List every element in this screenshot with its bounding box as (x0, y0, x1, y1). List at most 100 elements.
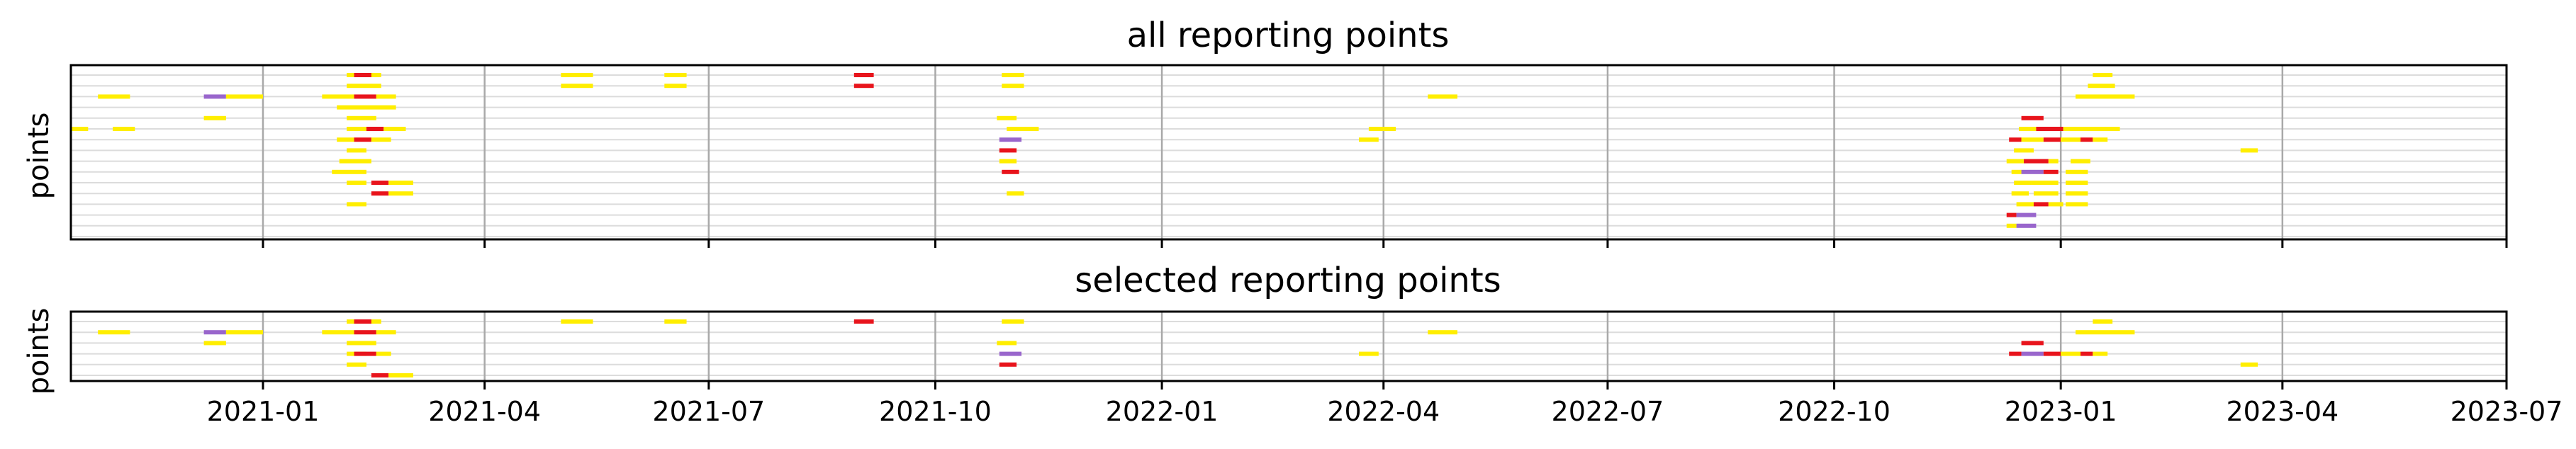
segment-bar (98, 94, 130, 99)
chart-title-all: all reporting points (1127, 16, 1450, 55)
segment-bar (1428, 330, 1457, 335)
segment-bar (2093, 73, 2113, 77)
segment-bar (337, 137, 354, 142)
segment-bar (347, 202, 366, 207)
segment-bar (322, 330, 354, 335)
segment-bar (2021, 351, 2044, 356)
segment-bar (2021, 169, 2044, 174)
segment-bar (2066, 202, 2088, 207)
segment-bar (2006, 212, 2017, 217)
segment-bar (203, 94, 226, 99)
segment-bar (2240, 362, 2258, 367)
segment-bar (1359, 137, 1379, 142)
segment-bar (2011, 169, 2022, 174)
segment-bar (2016, 202, 2034, 207)
grid-selected (71, 312, 2507, 381)
x-tick-label: 2021-04 (428, 396, 541, 427)
x-tick-label: 2023-07 (2451, 396, 2563, 427)
segment-bar (225, 94, 263, 99)
x-tick-label: 2022-01 (1106, 396, 1219, 427)
plot-frame-selected (69, 310, 2508, 382)
segment-bar (371, 181, 389, 185)
segment-bar (371, 373, 389, 377)
y-axis-label-all: points (23, 113, 55, 200)
grid-all (71, 65, 2507, 239)
segment-bar (2093, 351, 2108, 356)
segment-bar (2063, 127, 2120, 131)
x-tick-label: 2023-04 (2226, 396, 2339, 427)
panel-selected-reporting-points: selected reporting points points 2021-01… (23, 261, 2563, 427)
segment-bar (997, 115, 1017, 120)
segment-bar (2033, 202, 2049, 207)
segment-bar (347, 127, 366, 131)
plot-frame-all (69, 64, 2508, 241)
segment-bar (347, 148, 366, 153)
x-ticks-selected (262, 381, 2508, 390)
segment-bar (2093, 319, 2113, 324)
segment-bar (997, 341, 1017, 346)
segment-bar (332, 169, 366, 174)
segment-bar (366, 127, 384, 131)
segment-bar (2088, 84, 2115, 89)
chart-title-selected: selected reporting points (1075, 261, 1501, 300)
segment-bar (1359, 351, 1379, 356)
segment-bar (1002, 169, 1019, 174)
segment-bar (388, 181, 413, 185)
segment-bar (388, 191, 413, 196)
segment-bar (2080, 351, 2093, 356)
segment-bar (999, 351, 1022, 356)
segment-bar (2061, 137, 2081, 142)
segment-bar (2009, 351, 2022, 356)
segment-bar (2019, 127, 2037, 131)
segment-bar (2006, 159, 2025, 164)
segment-bar (347, 341, 376, 346)
segment-bar (2021, 115, 2044, 120)
segment-bar (2066, 181, 2088, 185)
x-tick-label: 2021-01 (207, 396, 320, 427)
segment-bar (1002, 319, 1024, 324)
x-tick-label: 2022-07 (1552, 396, 1664, 427)
segment-bar (354, 137, 371, 142)
segment-bar (2021, 341, 2044, 346)
segment-bar (98, 330, 130, 335)
segment-bar (561, 73, 593, 77)
segment-bar (203, 330, 226, 335)
segment-bar (354, 330, 376, 335)
segment-bar (71, 127, 89, 131)
segment-bar (2093, 137, 2108, 142)
x-tick-label: 2021-07 (652, 396, 765, 427)
segment-bar (354, 319, 371, 324)
segment-bar (2240, 148, 2258, 153)
segment-bar (347, 362, 366, 367)
segment-bar (2048, 202, 2063, 207)
x-tick-labels: 2021-01 2021-04 2021-07 2021-10 2022-01 2022-… (207, 396, 2563, 427)
segment-bar (1007, 127, 1039, 131)
segment-bar (354, 73, 371, 77)
segment-bar (2009, 137, 2022, 142)
segment-bar (376, 351, 391, 356)
segments-selected (98, 319, 2258, 377)
segment-bar (2080, 137, 2093, 142)
segment-bar (999, 137, 1022, 142)
segment-bar (999, 148, 1017, 153)
segment-bar (2071, 159, 2090, 164)
segment-bar (1007, 191, 1024, 196)
segment-bar (1428, 94, 1457, 99)
segment-bar (322, 94, 354, 99)
segment-bar (337, 105, 396, 110)
panel-all-reporting-points: all reporting points points (23, 16, 2508, 248)
segment-bar (113, 127, 135, 131)
segment-bar (664, 73, 687, 77)
x-ticks-all (262, 239, 2508, 248)
segment-bar (2066, 191, 2088, 196)
segment-bar (664, 84, 687, 89)
y-axis-label-selected: points (23, 308, 55, 395)
segment-bar (203, 341, 226, 346)
segment-bar (2043, 351, 2061, 356)
segment-bar (225, 330, 263, 335)
segment-bar (2031, 181, 2059, 185)
segments-all (71, 73, 2258, 228)
segment-bar (2006, 223, 2017, 228)
segment-bar (2016, 212, 2037, 217)
